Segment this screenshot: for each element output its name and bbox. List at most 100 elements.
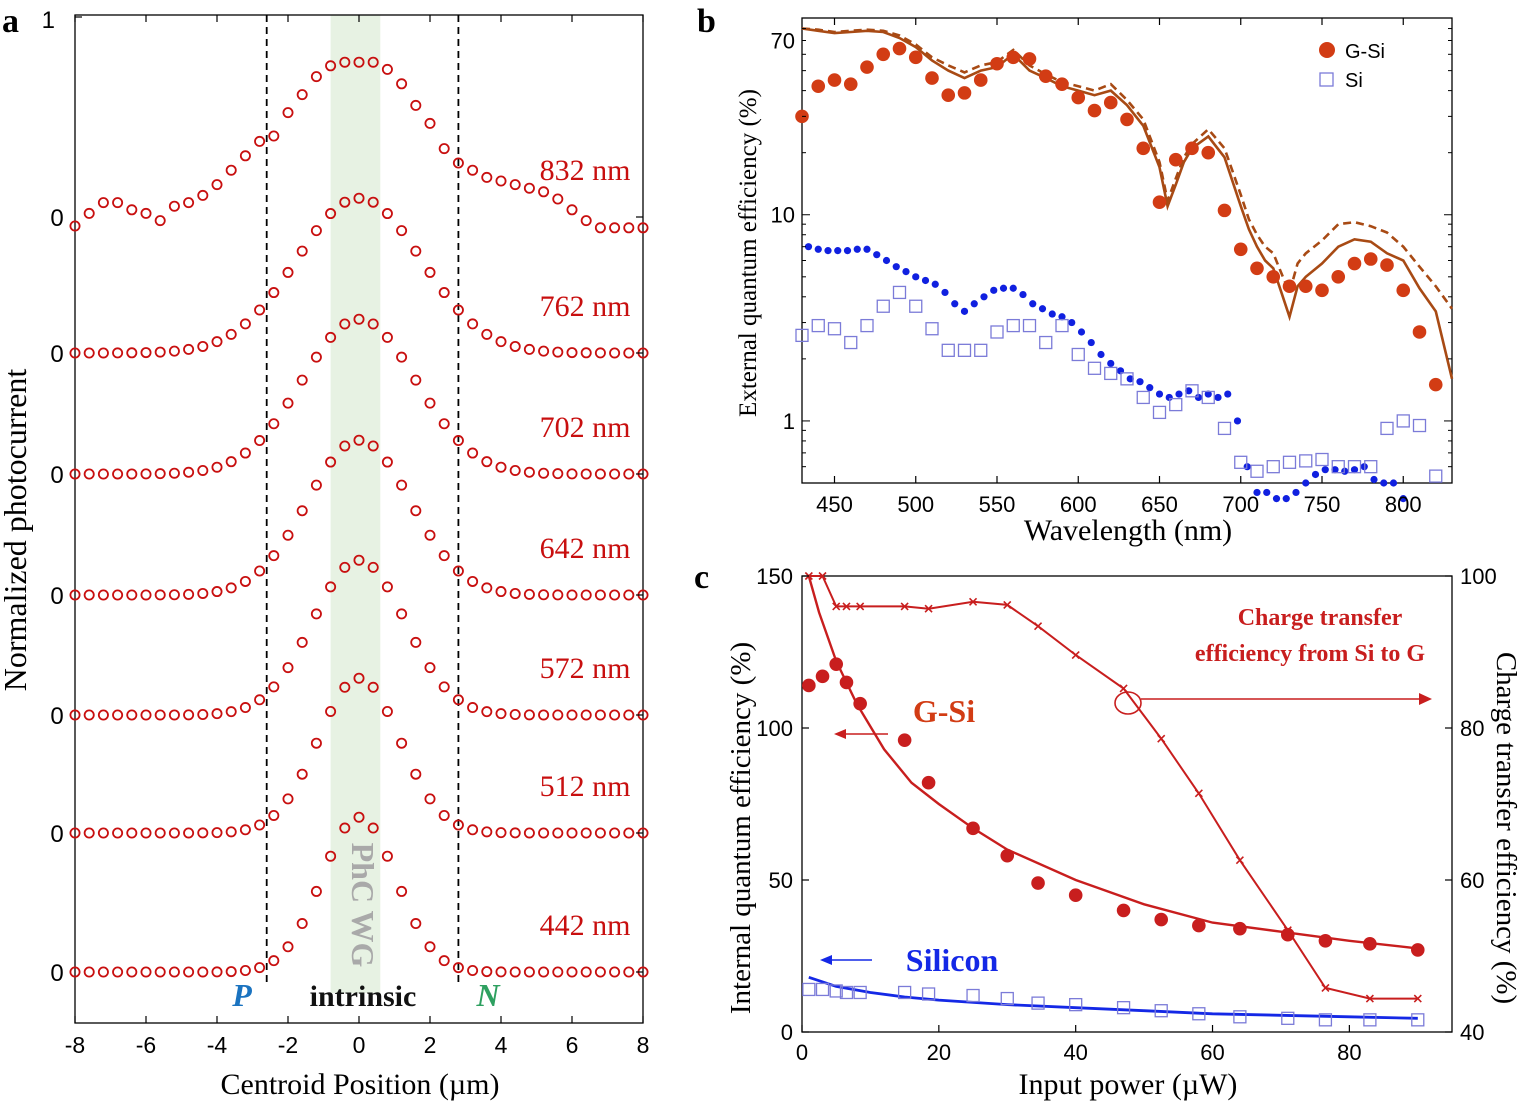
data-point [83,966,95,978]
data-point [908,50,923,65]
data-point [509,340,521,352]
data-point [183,709,195,721]
data-point [1282,495,1290,503]
annotation-charge-line1: Charge transfer [1238,605,1403,631]
y-tick-label-c: 100 [756,716,793,741]
data-point [1233,1010,1247,1024]
legend-b: G-Si Si [1319,41,1385,92]
data-point [367,318,379,330]
data-point [892,285,907,300]
series-gsi [795,41,1443,392]
data-point [381,456,393,468]
x-axis-label-c: Input power (µW) [1019,1068,1238,1101]
data-point [580,589,592,601]
x-tick-label-a: 0 [353,1032,366,1058]
data-point [495,336,507,348]
data-point [1152,195,1167,210]
data-point [1154,912,1169,927]
data-point [381,705,393,717]
data-point [1429,469,1443,483]
data-point [254,694,266,706]
data-point [1363,937,1377,951]
data-point [69,709,81,721]
data-point [254,962,266,974]
series-a-442-nm: 442 nm [69,811,649,978]
data-point [1318,1013,1333,1027]
y2-tick-label-c: 80 [1460,716,1484,741]
series-silicon-iqe [802,982,1425,1027]
data-point [1022,52,1037,66]
data-point [566,204,578,216]
data-point [97,197,109,209]
data-point [325,705,337,717]
silicon-arrowhead [820,955,832,965]
series-label-a: 572 nm [540,652,631,685]
data-point [154,468,166,480]
data-point [438,143,450,155]
x-tick-label-c: 80 [1337,1040,1361,1065]
waveguide-label: PhC WG [345,843,381,968]
data-point [1068,888,1083,902]
series-label-a: 642 nm [540,532,631,565]
data-point [211,586,223,598]
data-point [860,60,874,74]
data-point [197,708,209,720]
x-tick-label-b: 700 [1222,492,1259,517]
data-point [396,351,408,363]
data-point [467,318,479,330]
panel-label-c: c [694,559,709,596]
data-point [1087,103,1102,118]
x-tick-label-a: 2 [424,1032,437,1058]
data-point [83,468,95,480]
y-axis-label-c: Internal quantum efficiency (%) [725,642,757,1014]
data-point [168,589,180,601]
data-point [1119,684,1128,693]
data-point [1263,488,1271,497]
data-point [538,186,550,198]
data-point [140,827,152,839]
series-si [795,285,1443,483]
data-point [69,347,81,359]
data-point [566,966,578,978]
data-point [239,318,251,330]
series-a-512-nm: 512 nm [69,672,649,839]
data-point [381,850,393,862]
y2-axis-label-c: Charge transfer efficiency (%) [1490,652,1519,1004]
data-point [1272,495,1281,503]
data-point [973,73,988,87]
data-point [1152,405,1167,420]
data-point [282,266,294,278]
data-point [410,768,422,780]
x-tick-label-c: 20 [927,1040,951,1065]
series-gsi-iqe [802,657,1425,957]
data-point [1185,141,1199,156]
data-point [1233,242,1248,257]
ticks-c: 0 20 40 60 80 0 50 100 150 40 60 80 100 [756,564,1496,1065]
data-point [112,709,124,721]
data-point [452,962,464,974]
data-point [239,824,251,836]
data-point [225,966,237,978]
data-point [211,461,223,473]
data-point [951,300,959,308]
data-point [239,447,251,459]
data-point [211,336,223,348]
x-tick-label-a: -8 [65,1032,85,1058]
data-point [1363,1013,1377,1027]
data-point [424,117,436,129]
data-point [154,346,166,358]
data-point [1006,50,1021,65]
data-point [552,966,564,978]
data-point [843,77,858,91]
data-point [154,709,166,721]
data-point [980,293,988,301]
data-point [1224,390,1232,398]
data-point [802,678,816,693]
data-point [424,397,436,409]
data-point [367,196,379,208]
data-point [381,581,393,593]
data-point [1097,350,1105,359]
data-point [154,589,166,601]
